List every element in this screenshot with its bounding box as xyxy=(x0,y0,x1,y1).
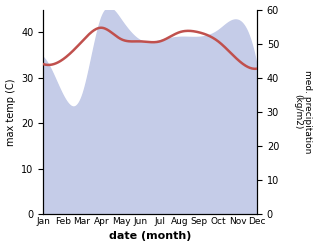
Y-axis label: med. precipitation
(kg/m2): med. precipitation (kg/m2) xyxy=(293,70,313,154)
Y-axis label: max temp (C): max temp (C) xyxy=(5,78,16,145)
X-axis label: date (month): date (month) xyxy=(109,231,191,242)
